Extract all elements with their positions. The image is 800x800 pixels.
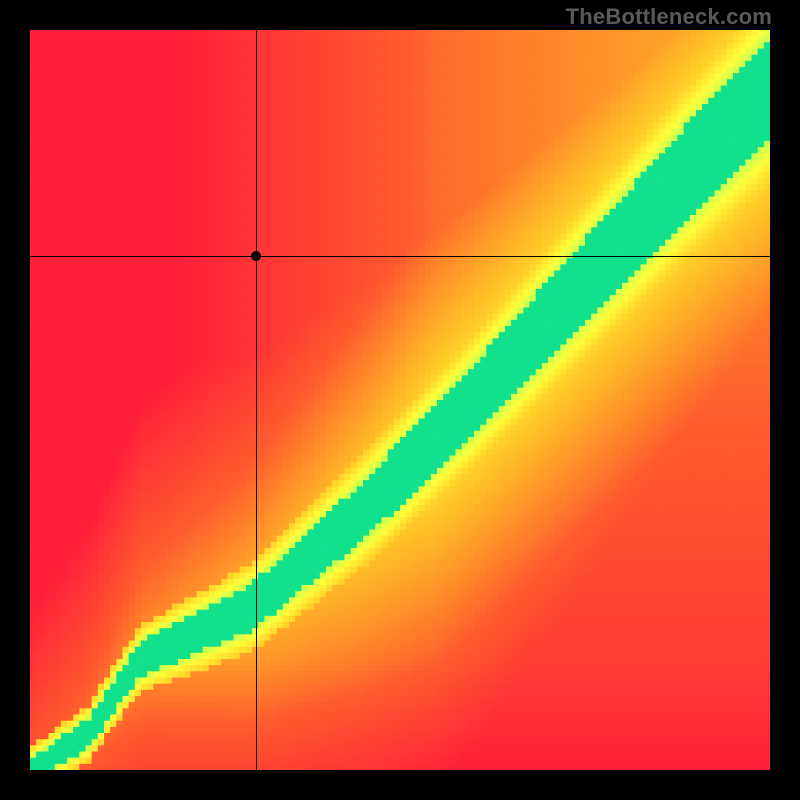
- crosshair-marker: [251, 251, 261, 261]
- bottleneck-heatmap: [30, 30, 770, 770]
- crosshair-horizontal: [30, 256, 770, 257]
- plot-area: [30, 30, 770, 770]
- attribution-text: TheBottleneck.com: [566, 4, 772, 30]
- chart-container: TheBottleneck.com: [0, 0, 800, 800]
- crosshair-vertical: [256, 30, 257, 770]
